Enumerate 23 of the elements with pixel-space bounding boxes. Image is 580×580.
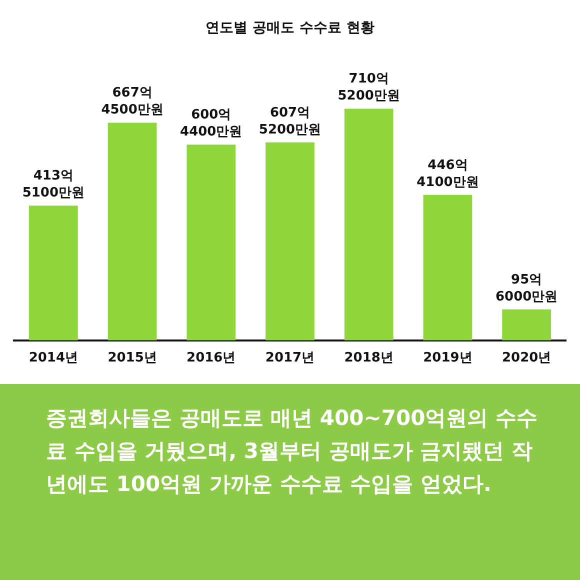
data-label: 446억 4100만원 [416, 158, 479, 190]
x-tick-label: 2016년 [186, 350, 236, 366]
bar [502, 309, 552, 340]
bar [266, 142, 314, 340]
x-tick-label: 2015년 [108, 350, 157, 366]
text: 증권회사들은 공매도로 매년 400~700억원의 수수료 수입을 거뒀으며, 3월부터 공매도가 금지됐던 작년에도 100억원 가까운 수수료 수입을 얻었다. [0, 384, 580, 580]
bar [423, 194, 472, 340]
bar [108, 122, 157, 340]
data-label: 710억 5200만원 [338, 72, 400, 104]
chart-title: 연도별 공매도 수수료 현황 [206, 20, 374, 36]
data-label: 667억 4500만원 [101, 86, 164, 118]
x-tick-label: 2020년 [502, 350, 552, 366]
data-label: 413억 5100만원 [22, 168, 85, 201]
data-label: 607억 5200만원 [258, 105, 322, 138]
data-label: 95억 6000만원 [495, 272, 558, 304]
bar [186, 144, 236, 340]
x-tick-label: 2017년 [265, 350, 315, 366]
x-tick-label: 2019년 [423, 350, 472, 366]
data-label: 600억 4400만원 [180, 108, 242, 140]
x-tick-label: 2018년 [344, 350, 394, 366]
bar [344, 108, 394, 340]
bar [28, 206, 78, 340]
x-tick-label: 2014년 [28, 350, 78, 366]
